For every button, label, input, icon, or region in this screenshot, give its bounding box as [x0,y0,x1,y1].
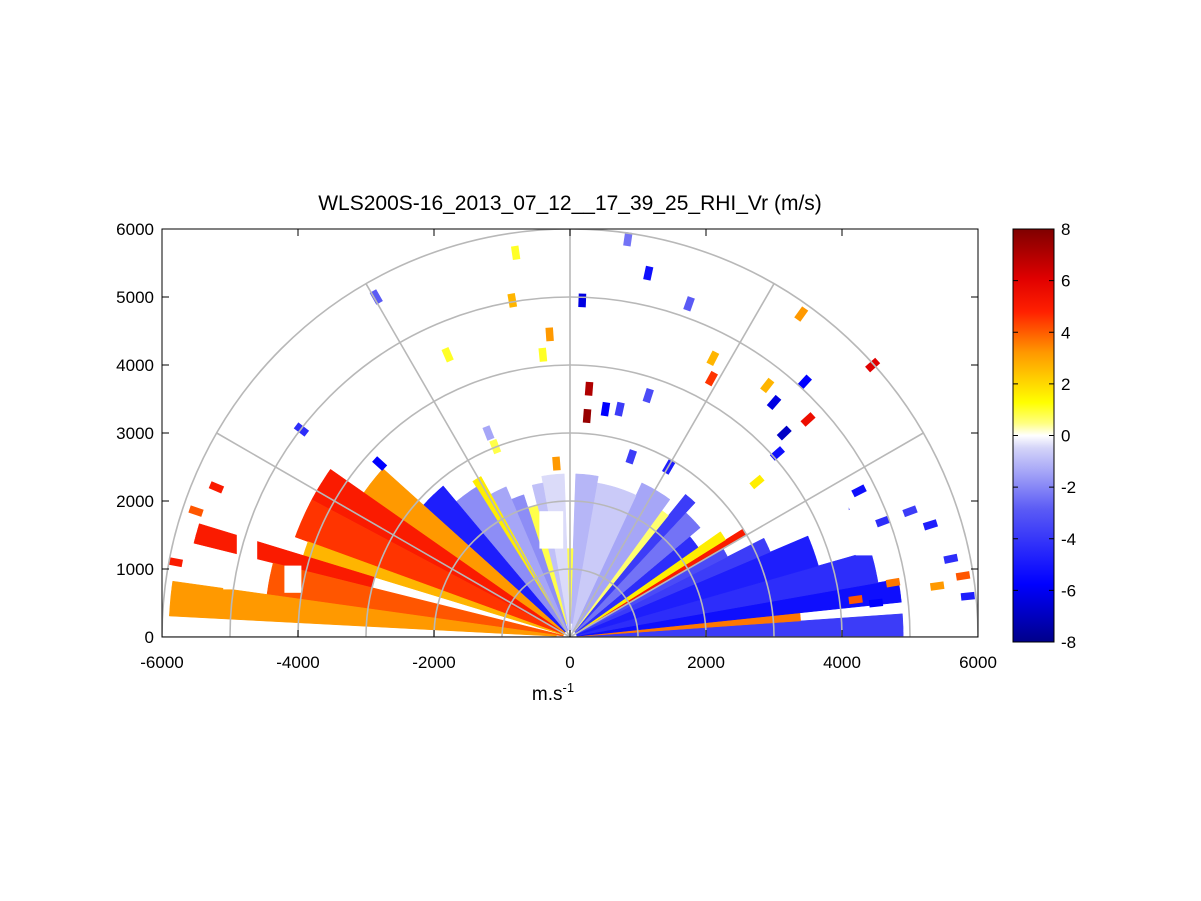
y-tick-label: 3000 [116,424,154,443]
sector-cell [266,562,564,637]
scatter-cell [507,293,518,308]
colorbar-tick-label: 2 [1061,375,1070,394]
colorbar [1012,228,1055,643]
scatter-cell [797,374,812,390]
colorbar-tick-label: 8 [1061,220,1070,239]
colorbar-tick-label: -2 [1061,478,1076,497]
scatter-cell [372,456,388,471]
scatter-cell [704,370,718,387]
scatter-cell [766,394,782,411]
scatter-cell [749,474,765,490]
gap-cell [855,535,876,556]
scatter-cell [545,327,554,342]
scatter-cell [865,357,881,373]
elevation-spoke [365,283,571,637]
x-axis-label: m.s-1 [532,680,574,705]
scatter-cell [885,577,901,588]
sector-cell [574,493,696,633]
x-tick-label: 4000 [823,653,861,672]
scatter-cell [369,289,383,305]
elevation-spoke [569,432,924,637]
elevation-spoke [216,432,571,637]
scatter-cell [794,306,809,322]
scatter-cell [482,425,495,441]
gap-cell [236,535,258,569]
scatter-cell [851,484,867,498]
elevation-spoke [569,283,775,637]
axis-ticks: -6000 -4000 -2000 0 2000 4000 6000 0 1000 2000 300… [116,220,997,672]
scatter-cell [848,595,863,605]
scatter-cell [868,598,884,608]
sector-cell [303,541,564,636]
y-tick-label: 4000 [116,356,154,375]
x-tick-label: -4000 [276,653,319,672]
colorbar-tick-label: -6 [1061,581,1076,600]
colorbar-tick-label: 6 [1061,272,1070,291]
scatter-cell [614,401,625,417]
scatter-cell [208,481,225,494]
sector-cell [576,535,819,636]
sector-cell [511,494,569,631]
colorbar-tick-label: 0 [1061,427,1070,446]
gap-cell [223,562,237,590]
scatter-cell [955,571,971,581]
scatter-cell [922,519,939,531]
y-tick-label: 5000 [116,288,154,307]
scatter-cell [582,408,592,424]
scatter-cell [168,557,183,568]
sector-cell [570,482,637,632]
colorbar-tick-label: -8 [1061,633,1076,652]
sector-cell [423,485,566,633]
velocity-sectors [169,468,904,637]
scatter-cell [776,425,792,441]
x-tick-label: -6000 [140,653,183,672]
scatter-cell [902,505,918,518]
x-tick-label: 0 [565,653,574,672]
x-axis-label-exponent: -1 [563,680,575,695]
chart-title: WLS200S-16_2013_07_12__17_39_25_RHI_Vr (… [318,192,822,215]
scatter-cell [875,515,891,528]
x-axis-label-base: m.s [532,684,563,705]
gap-cell [284,565,302,593]
scatter-cell [510,245,521,261]
scatter-cell [643,265,654,281]
y-tick-label: 2000 [116,492,154,511]
gap-cell [539,511,564,549]
y-tick-label: 0 [145,628,154,647]
colorbar-tick-label: -4 [1061,530,1076,549]
x-tick-label: 6000 [959,653,997,672]
scatter-cell [538,347,548,362]
scatter-cell [584,381,594,396]
x-tick-label: 2000 [687,653,725,672]
x-tick-label: -2000 [412,653,455,672]
scatter-cell [929,581,945,591]
colorbar-ticks: 8 6 4 2 0 -2 -4 -6 -8 [1013,220,1076,652]
scatter-cell [960,591,975,601]
scatter-cell [760,377,775,394]
scatter-cell [441,347,454,363]
scatter-cell [552,456,561,471]
scatter-cell [188,505,204,517]
scatter-cell [642,387,654,404]
scatter-cell [623,231,633,247]
scatter-cell [578,293,587,308]
y-tick-label: 1000 [116,560,154,579]
scatter-cell [706,350,720,366]
scatter-cell [943,553,959,564]
scatter-cell [625,449,637,465]
colorbar-tick-label: 4 [1061,323,1070,342]
scatter-cell [683,296,695,312]
scatter-cell [600,401,611,417]
y-tick-label: 6000 [116,220,154,239]
gap-cell [828,494,849,529]
scatter-cell [800,412,816,427]
